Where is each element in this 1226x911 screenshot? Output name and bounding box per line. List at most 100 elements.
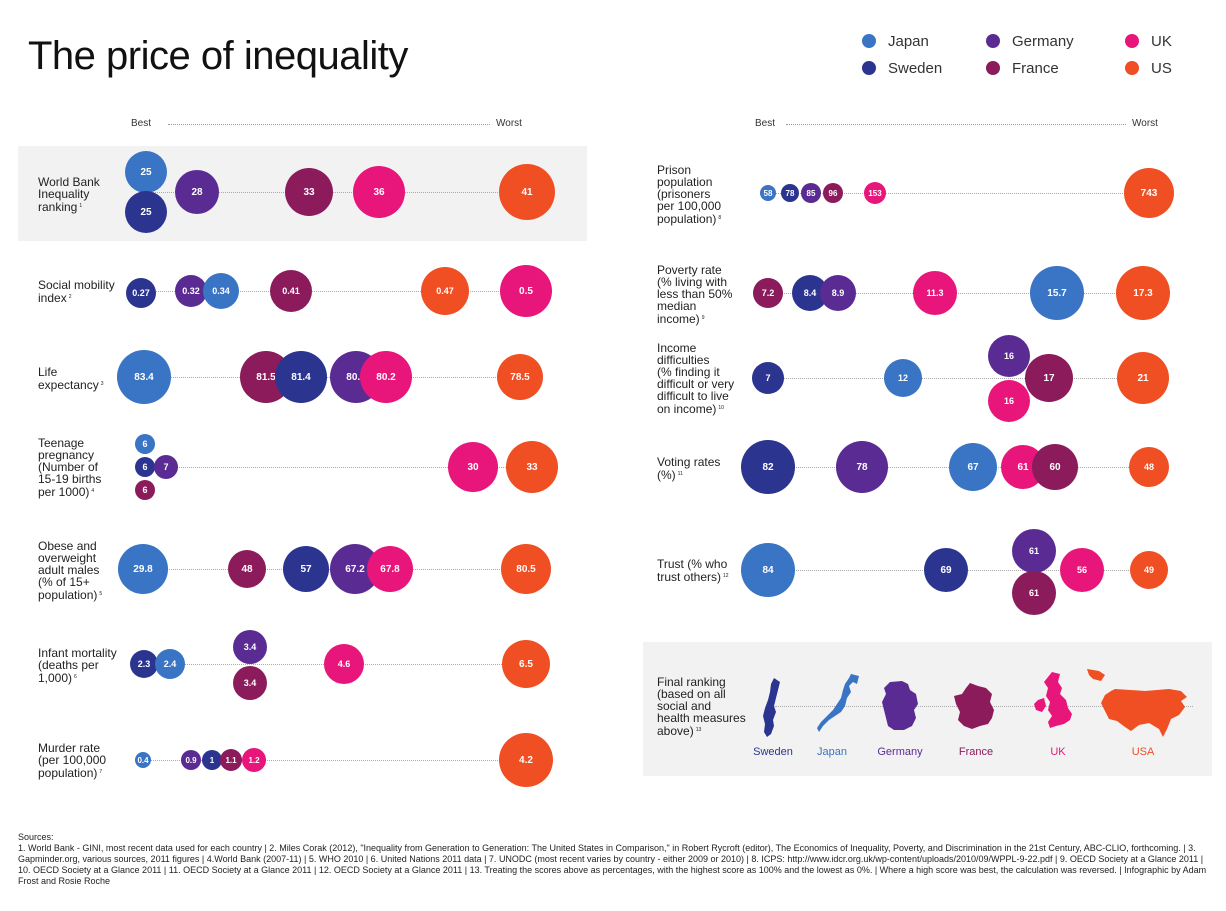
- scale-line: [786, 124, 1126, 125]
- sources: Sources: 1. World Bank - GINI, most rece…: [18, 832, 1210, 887]
- bubble-germany: 16: [988, 335, 1030, 377]
- bubble-us: 41: [499, 164, 555, 220]
- bubble-uk: 56: [1060, 548, 1104, 592]
- map-shape: [1034, 672, 1072, 728]
- bubble-japan: 25: [125, 151, 167, 193]
- final-country-label: USA: [1131, 746, 1155, 758]
- indicator-guide-line: [775, 293, 1143, 294]
- bubble-france: 60: [1032, 444, 1078, 490]
- bubble-france: 17: [1025, 354, 1073, 402]
- final-country-label: Sweden: [753, 746, 793, 758]
- indicator-guide-line: [150, 192, 528, 193]
- bubble-japan: 83.4: [117, 350, 171, 404]
- indicator-guide-line: [775, 193, 1149, 194]
- indicator-label: Infant mortality (deaths per 1,000) 6: [38, 647, 117, 684]
- indicator-guide-line: [775, 378, 1143, 379]
- footnote-marker: 13: [695, 727, 702, 733]
- legend-label: Germany: [1012, 33, 1074, 50]
- bubble-france: 7.2: [753, 278, 783, 308]
- indicator-label-line: Life: [38, 365, 58, 379]
- footnote-marker: 1: [79, 203, 83, 209]
- indicator-label-line: population) 7: [38, 766, 103, 780]
- indicator-label: Voting rates (%) 11: [657, 456, 720, 481]
- bubble-us: 21: [1117, 352, 1169, 404]
- bubble-uk: 11.3: [913, 271, 957, 315]
- bubble-france: 6: [135, 480, 155, 500]
- indicator-label: Murder rate (per 100,000 population) 7: [38, 742, 106, 779]
- indicator-label-line: overweight: [38, 551, 97, 565]
- bubble-sweden: 81.4: [275, 351, 327, 403]
- bubble-us: 6.5: [502, 640, 550, 688]
- indicator-label-line: difficulties: [657, 353, 710, 367]
- indicator-label-line: Obese and: [38, 539, 97, 553]
- indicator-label-line: trust others) 12: [657, 570, 729, 584]
- final-country-label: Japan: [817, 746, 847, 758]
- footnote-marker: 2: [68, 294, 72, 300]
- legend-swatch: [862, 34, 876, 48]
- bubble-japan: 67: [949, 443, 997, 491]
- bubble-sweden: 6: [135, 457, 155, 477]
- indicator-label: Prison population (prisoners per 100,000 pop…: [657, 164, 721, 225]
- bubble-france: 3.4: [233, 666, 267, 700]
- map-shape: [763, 678, 780, 737]
- indicator-label-line: Income: [657, 341, 697, 355]
- sources-heading: Sources:: [18, 832, 54, 842]
- map-shape: [882, 681, 918, 730]
- scale-worst-label: Worst: [1132, 118, 1158, 129]
- bubble-france: 0.41: [270, 270, 312, 312]
- scale-best-label: Best: [755, 118, 776, 129]
- legend-item-us: US: [1125, 60, 1172, 78]
- indicator-label-line: (% living with: [657, 275, 728, 289]
- indicator-label: Teenage pregnancy (Number of 15-19 births pe…: [38, 437, 101, 498]
- bubble-uk: 30: [448, 442, 498, 492]
- bubble-france: 33: [285, 168, 333, 216]
- bubble-sweden: 69: [924, 548, 968, 592]
- bubble-sweden: 2.3: [130, 650, 158, 678]
- bubble-us: 49: [1130, 551, 1168, 589]
- bubble-us: 33: [506, 441, 558, 493]
- bubble-germany: 78: [836, 441, 888, 493]
- legend-item-uk: UK: [1125, 33, 1172, 51]
- legend-item-germany: Germany: [986, 33, 1074, 51]
- bubble-sweden: 0.27: [126, 278, 156, 308]
- indicator-label-line: Social mobility: [38, 278, 115, 292]
- final-ranking-label-line: social and: [657, 699, 712, 713]
- bubble-uk: 1.2: [242, 748, 266, 772]
- map-france: [952, 682, 996, 730]
- final-ranking-label-line: (based on all: [657, 687, 726, 701]
- indicator-label-line: difficult to live: [657, 389, 729, 403]
- final-ranking-label-line: health measures: [657, 711, 746, 725]
- map-germany: [880, 680, 920, 732]
- indicator-label-line: (%) 11: [657, 468, 683, 482]
- indicator-label: Poverty rate (% living with less than 50% m…: [657, 264, 732, 325]
- bubble-sweden: 57: [283, 546, 329, 592]
- indicator-label: Trust (% who trust others) 12: [657, 558, 729, 583]
- bubble-japan: 84: [741, 543, 795, 597]
- bubble-uk: 36: [353, 166, 405, 218]
- indicator-label-line: index 2: [38, 291, 72, 305]
- indicator-label-line: difficult or very: [657, 377, 735, 391]
- bubble-japan: 0.4: [135, 752, 151, 768]
- indicator-label-line: Inequality: [38, 187, 90, 201]
- bubble-japan: 58: [760, 185, 776, 201]
- legend-item-japan: Japan: [862, 33, 929, 51]
- bubble-us: 4.2: [499, 733, 553, 787]
- indicator-label-line: (% of 15+: [38, 575, 90, 589]
- bubble-uk: 67.8: [367, 546, 413, 592]
- final-ranking-label-line: above) 13: [657, 724, 702, 738]
- indicator-guide-line: [150, 760, 526, 761]
- indicator-label-line: Murder rate: [38, 741, 101, 755]
- legend-label: US: [1151, 60, 1172, 77]
- bubble-uk: 16: [988, 380, 1030, 422]
- indicator-label-line: Teenage: [38, 436, 85, 450]
- bubble-france: 61: [1012, 571, 1056, 615]
- indicator-label-line: population: [657, 175, 713, 189]
- bubble-france: 96: [823, 183, 843, 203]
- bubble-uk: 0.5: [500, 265, 552, 317]
- legend-label: UK: [1151, 33, 1172, 50]
- final-ranking-label: Final ranking (based on all social and heal…: [657, 676, 746, 737]
- legend-item-france: France: [986, 60, 1059, 78]
- footnote-marker: 3: [100, 381, 104, 387]
- map-japan: [815, 672, 867, 736]
- indicator-label-line: income) 9: [657, 312, 705, 326]
